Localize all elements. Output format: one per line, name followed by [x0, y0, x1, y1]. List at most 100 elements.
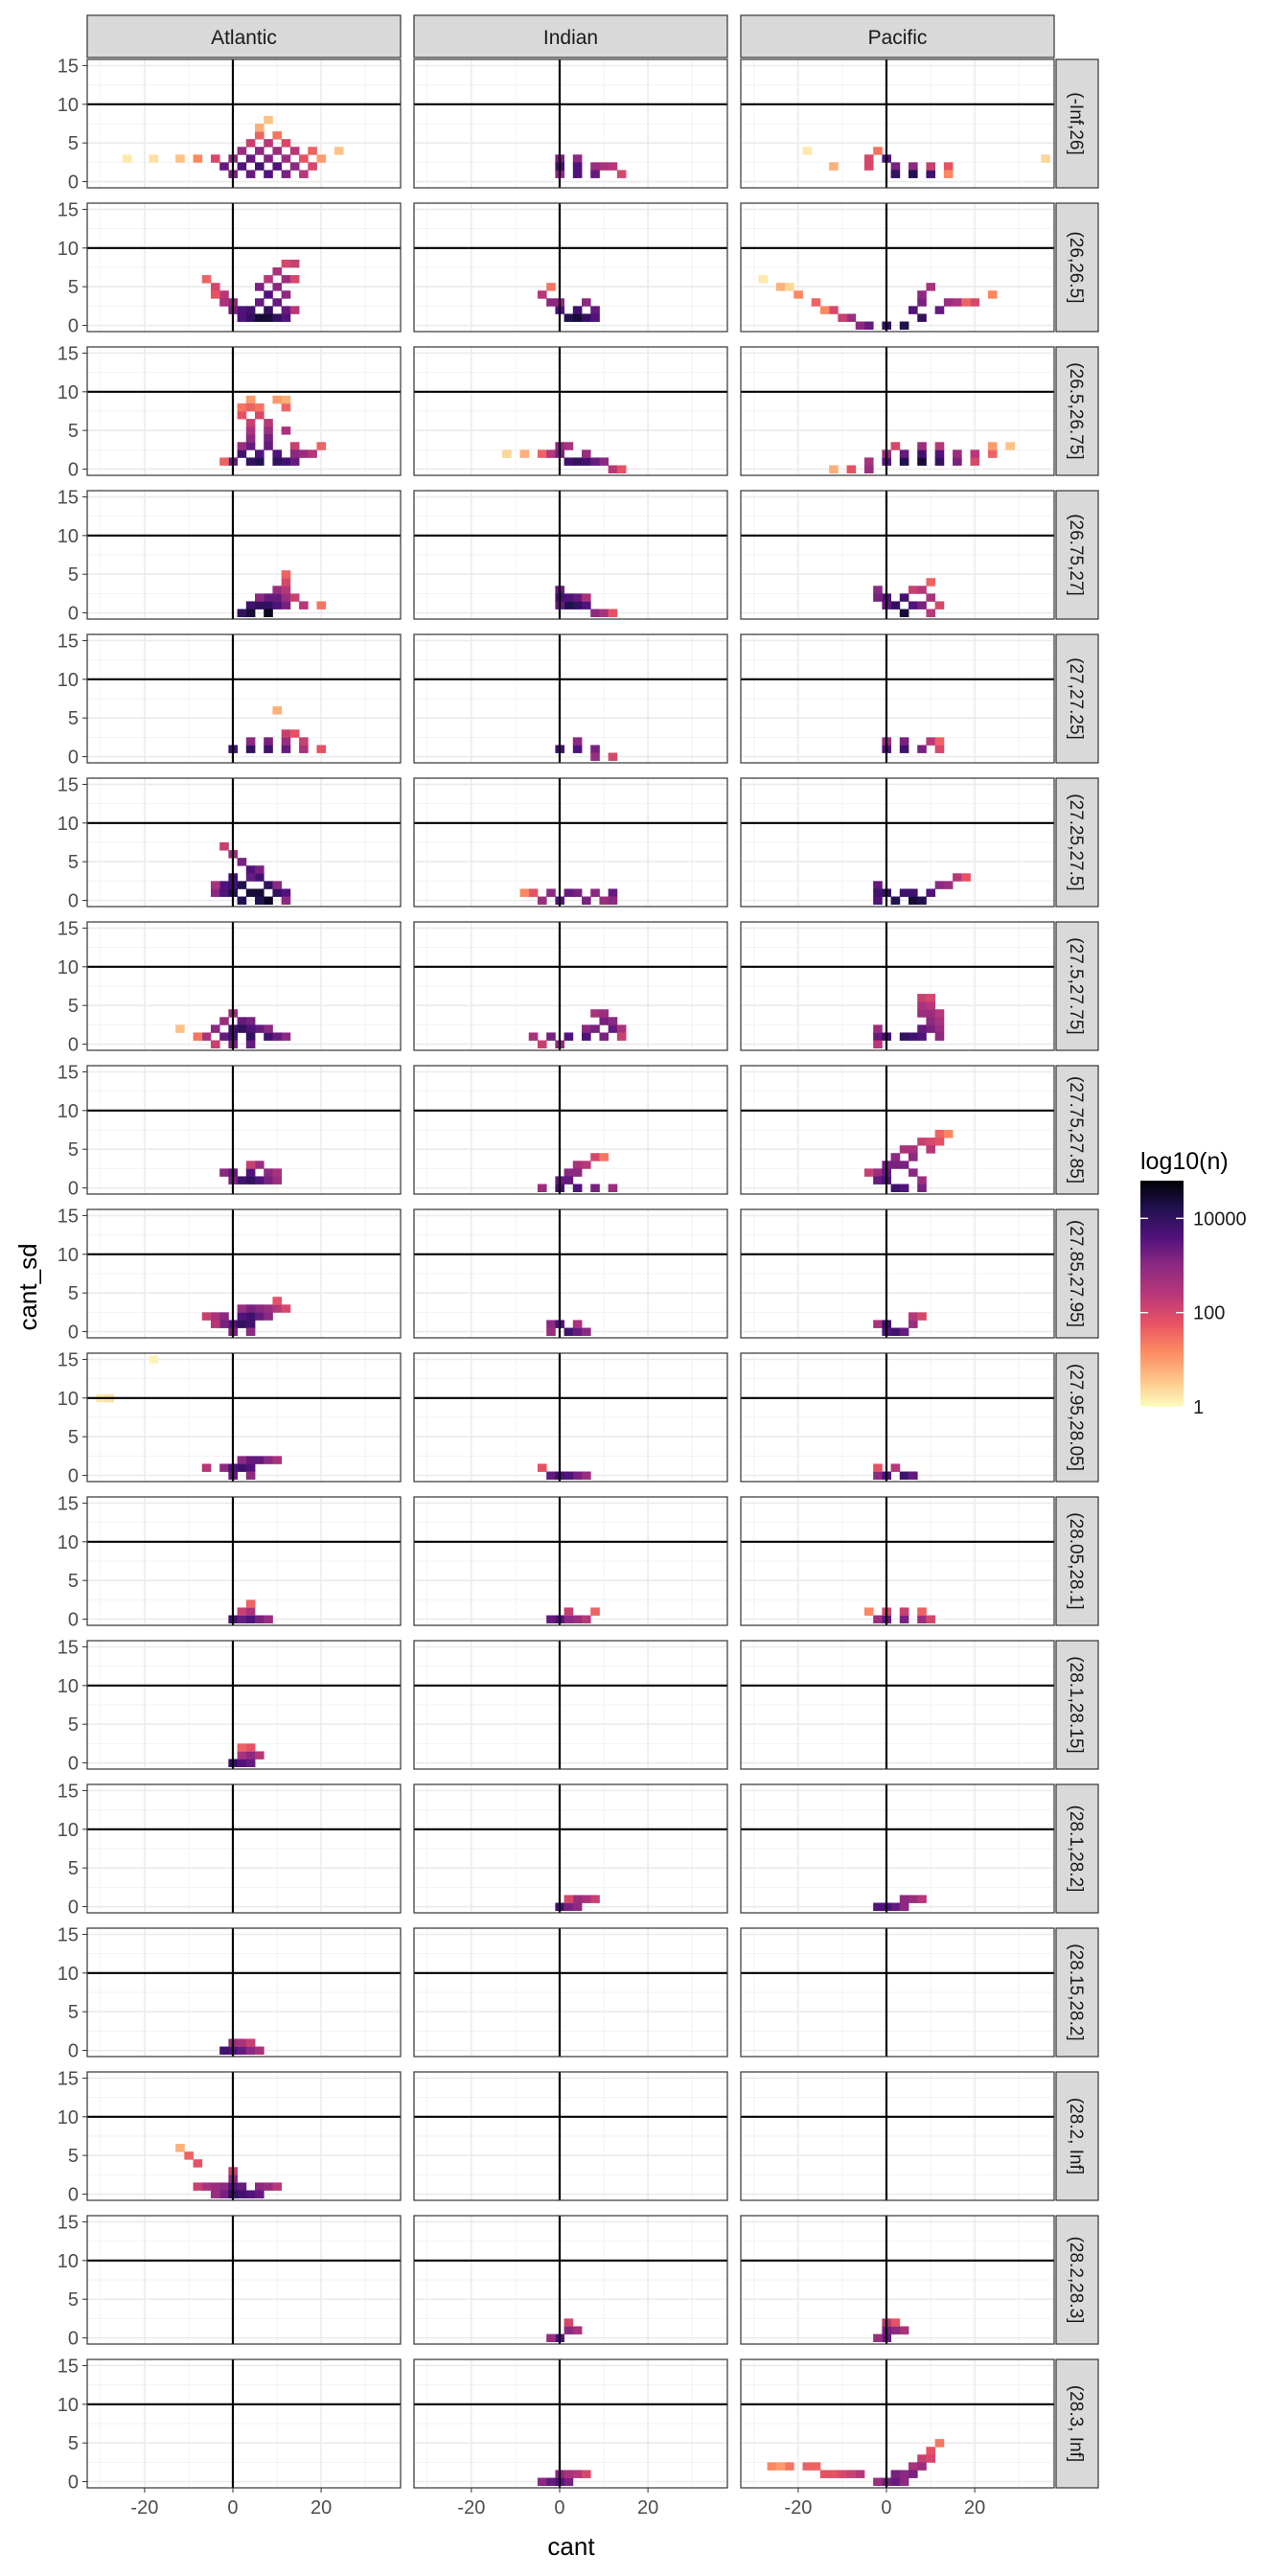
heatmap-cell	[811, 298, 821, 307]
panel-border	[740, 1065, 1055, 1195]
heatmap-cell	[245, 1751, 256, 1760]
heatmap-cell	[272, 1032, 283, 1041]
heatmap-cell	[546, 1615, 556, 1623]
heatmap-cell	[873, 881, 883, 889]
heatmap-cell	[582, 1024, 591, 1033]
heatmap-cell	[934, 1017, 945, 1025]
heatmap-cell	[237, 1456, 247, 1464]
heatmap-cell	[316, 745, 327, 753]
panel	[86, 777, 402, 908]
heatmap-cell	[245, 457, 256, 466]
heatmap-cell	[899, 321, 909, 330]
heatmap-cell	[926, 162, 936, 171]
panel-border	[413, 2358, 728, 2489]
heatmap-cell	[590, 609, 600, 617]
heatmap-cell	[572, 170, 583, 178]
row-strip-label: (28.2,28.3]	[1066, 2237, 1086, 2324]
heatmap-cell	[255, 402, 264, 412]
heatmap-cell	[590, 170, 600, 178]
heatmap-cell	[316, 601, 327, 610]
heatmap-cell	[245, 1456, 256, 1464]
heatmap-cell	[281, 1032, 291, 1041]
heatmap-cell	[908, 601, 918, 610]
heatmap-cell	[219, 888, 229, 897]
heatmap-cell	[281, 290, 291, 299]
heatmap-cell	[255, 873, 264, 882]
heatmap-cell	[863, 465, 874, 473]
row-strip-label: (27.5,27.75]	[1066, 937, 1086, 1034]
heatmap-cell	[926, 1001, 936, 1010]
heatmap-cell	[572, 1168, 583, 1177]
heatmap-cell	[272, 881, 283, 889]
heatmap-cell	[572, 745, 583, 753]
heatmap-cell	[245, 888, 256, 897]
heatmap-cell	[564, 2470, 574, 2478]
panel	[413, 1640, 728, 1770]
y-tick-label: 15	[58, 774, 79, 795]
heatmap-cell	[890, 442, 901, 450]
heatmap-cell	[767, 2462, 777, 2471]
heatmap-cell	[308, 162, 317, 171]
heatmap-cell	[572, 737, 583, 746]
y-tick-label: 15	[58, 1062, 79, 1083]
y-tick-label: 5	[68, 2433, 79, 2454]
heatmap-cell	[873, 2477, 883, 2486]
heatmap-cell	[245, 434, 256, 443]
heatmap-cell	[899, 1902, 909, 1911]
panel	[86, 1208, 402, 1339]
row-strip	[1055, 1496, 1099, 1626]
heatmap-cell	[572, 313, 583, 322]
heatmap-cell	[917, 449, 927, 458]
heatmap-cell	[264, 881, 273, 889]
panel	[740, 2358, 1055, 2489]
panel	[86, 1496, 402, 1626]
panels	[86, 58, 1055, 2489]
heatmap-cell	[281, 586, 291, 594]
panel	[86, 1065, 402, 1195]
panel	[413, 1352, 728, 1483]
heatmap-cell	[926, 994, 936, 1002]
heatmap-cell	[299, 170, 309, 178]
heatmap-cell	[281, 275, 291, 284]
heatmap-cell	[855, 321, 865, 330]
heatmap-cell	[281, 457, 291, 466]
y-tick-label: 5	[68, 996, 79, 1017]
heatmap-cell	[237, 609, 247, 617]
y-tick-label: 10	[58, 2107, 79, 2128]
y-tick-label: 5	[68, 2002, 79, 2023]
column-strip	[413, 14, 728, 58]
heatmap-cell	[608, 752, 618, 761]
panel	[740, 58, 1055, 189]
y-tick-label: 0	[68, 1754, 79, 1775]
row-strip	[1055, 2358, 1099, 2489]
heatmap-cell	[917, 586, 927, 594]
panel-border	[413, 1352, 728, 1483]
heatmap-cell	[255, 124, 264, 132]
heatmap-cell	[917, 1001, 927, 1010]
y-tick-label: 5	[68, 852, 79, 873]
heatmap-cell	[953, 873, 962, 882]
heatmap-cell	[934, 2439, 945, 2448]
panel-border	[740, 2358, 1055, 2489]
heatmap-cell	[255, 896, 264, 905]
heatmap-cell	[245, 313, 256, 322]
heatmap-cell	[873, 1032, 883, 1041]
heatmap-cell	[245, 1017, 256, 1025]
heatmap-cell	[846, 313, 857, 322]
y-axis-label: cant_sd	[13, 1243, 42, 1330]
heatmap-cell	[175, 2144, 185, 2152]
x-tick-label: 20	[964, 2497, 985, 2518]
heatmap-cell	[802, 147, 813, 155]
heatmap-cell	[219, 457, 229, 466]
heatmap-cell	[899, 2326, 909, 2334]
heatmap-cell	[908, 1032, 918, 1041]
heatmap-cell	[890, 1463, 901, 1472]
heatmap-cell	[219, 290, 229, 299]
panel	[86, 1927, 402, 2058]
heatmap-cell	[245, 154, 256, 163]
heatmap-cell	[890, 1161, 901, 1169]
heatmap-cell	[264, 2182, 273, 2191]
heatmap-cell	[237, 1176, 247, 1184]
legend-colorbar	[1140, 1181, 1184, 1407]
heatmap-cell	[210, 1312, 220, 1321]
